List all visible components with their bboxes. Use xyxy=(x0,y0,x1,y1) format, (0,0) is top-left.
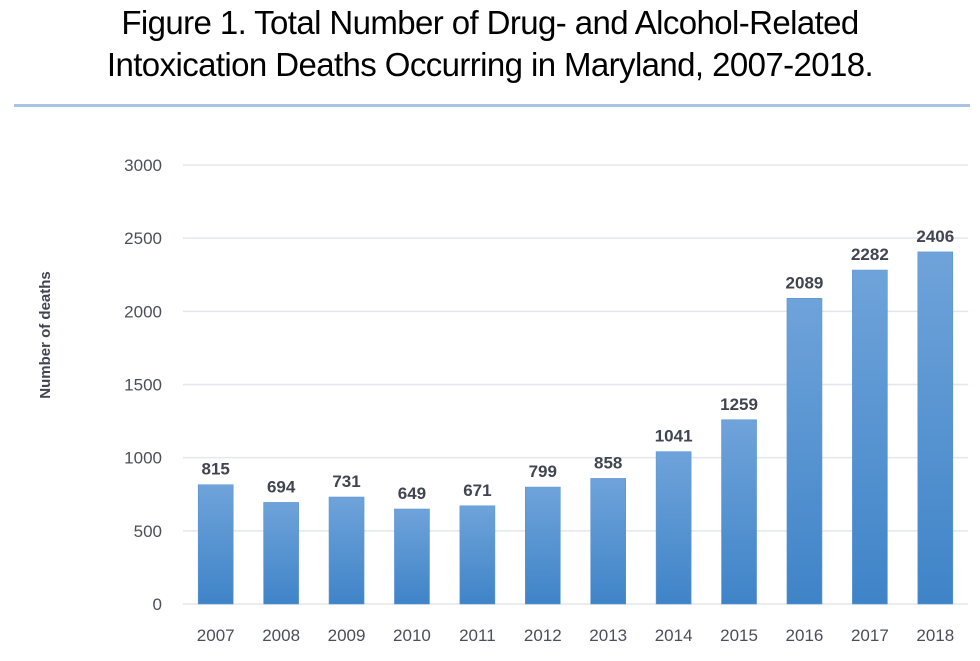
y-tick-label: 500 xyxy=(134,522,162,541)
x-tick-label-2018: 2018 xyxy=(916,626,954,645)
y-tick-label: 1500 xyxy=(124,376,162,395)
chart-title-line-2: Intoxication Deaths Occurring in Marylan… xyxy=(106,46,874,83)
bar-2010 xyxy=(394,508,430,605)
x-tick-label-2015: 2015 xyxy=(720,626,758,645)
y-tick-label: 0 xyxy=(153,595,162,614)
x-tick-label-2007: 2007 xyxy=(197,626,235,645)
y-tick-label: 2000 xyxy=(124,302,162,321)
data-label-2008: 694 xyxy=(267,477,296,496)
data-label-2011: 671 xyxy=(463,481,491,500)
data-label-2018: 2406 xyxy=(916,227,954,246)
chart-title-line-1: Figure 1. Total Number of Drug- and Alco… xyxy=(121,4,859,41)
data-label-2009: 731 xyxy=(332,472,360,491)
bar-2012 xyxy=(524,486,561,605)
data-label-2010: 649 xyxy=(398,484,426,503)
x-tick-label-2008: 2008 xyxy=(262,626,300,645)
x-tick-label-2010: 2010 xyxy=(393,626,431,645)
y-tick-label: 1000 xyxy=(124,449,162,468)
y-axis-title: Number of deaths xyxy=(37,271,54,399)
data-label-2007: 815 xyxy=(202,460,230,479)
y-tick-label: 2500 xyxy=(124,229,162,248)
data-label-2014: 1041 xyxy=(655,427,693,446)
data-label-2013: 858 xyxy=(594,453,622,472)
x-tick-label-2017: 2017 xyxy=(851,626,889,645)
bar-2017 xyxy=(852,269,888,605)
y-tick-label: 3000 xyxy=(124,156,162,175)
chart-title: Figure 1. Total Number of Drug- and Alco… xyxy=(0,2,980,86)
bar-2009 xyxy=(328,496,365,605)
x-tick-label-2016: 2016 xyxy=(786,626,824,645)
bar-2014 xyxy=(655,451,692,605)
bar-2007 xyxy=(197,484,234,605)
data-labels: 815 694 731 649 671 799 858 1041 1259 2089 2282 240… xyxy=(202,227,955,503)
bar-2015 xyxy=(721,419,757,605)
bar-2018 xyxy=(917,251,954,605)
x-tick-label-2014: 2014 xyxy=(655,626,693,645)
data-label-2017: 2282 xyxy=(851,245,889,264)
data-label-2016: 2089 xyxy=(786,273,824,292)
bar-2011 xyxy=(459,505,496,605)
x-tick-label-2011: 2011 xyxy=(459,626,496,645)
bar-2013 xyxy=(590,478,627,605)
x-axis-ticks: 2007 2008 2009 2010 2011 2012 2013 2014 2015 2016… xyxy=(197,626,954,645)
gridlines xyxy=(183,164,968,605)
y-axis-ticks: 0 500 1000 1500 2000 2500 3000 xyxy=(124,156,162,614)
title-divider xyxy=(14,104,970,107)
bar-2008 xyxy=(263,502,299,605)
bars xyxy=(197,251,954,605)
data-label-2015: 1259 xyxy=(720,395,758,414)
x-tick-label-2009: 2009 xyxy=(328,626,366,645)
x-tick-label-2012: 2012 xyxy=(524,626,562,645)
x-tick-label-2013: 2013 xyxy=(589,626,627,645)
bar-2016 xyxy=(786,298,823,605)
data-label-2012: 799 xyxy=(529,462,557,481)
